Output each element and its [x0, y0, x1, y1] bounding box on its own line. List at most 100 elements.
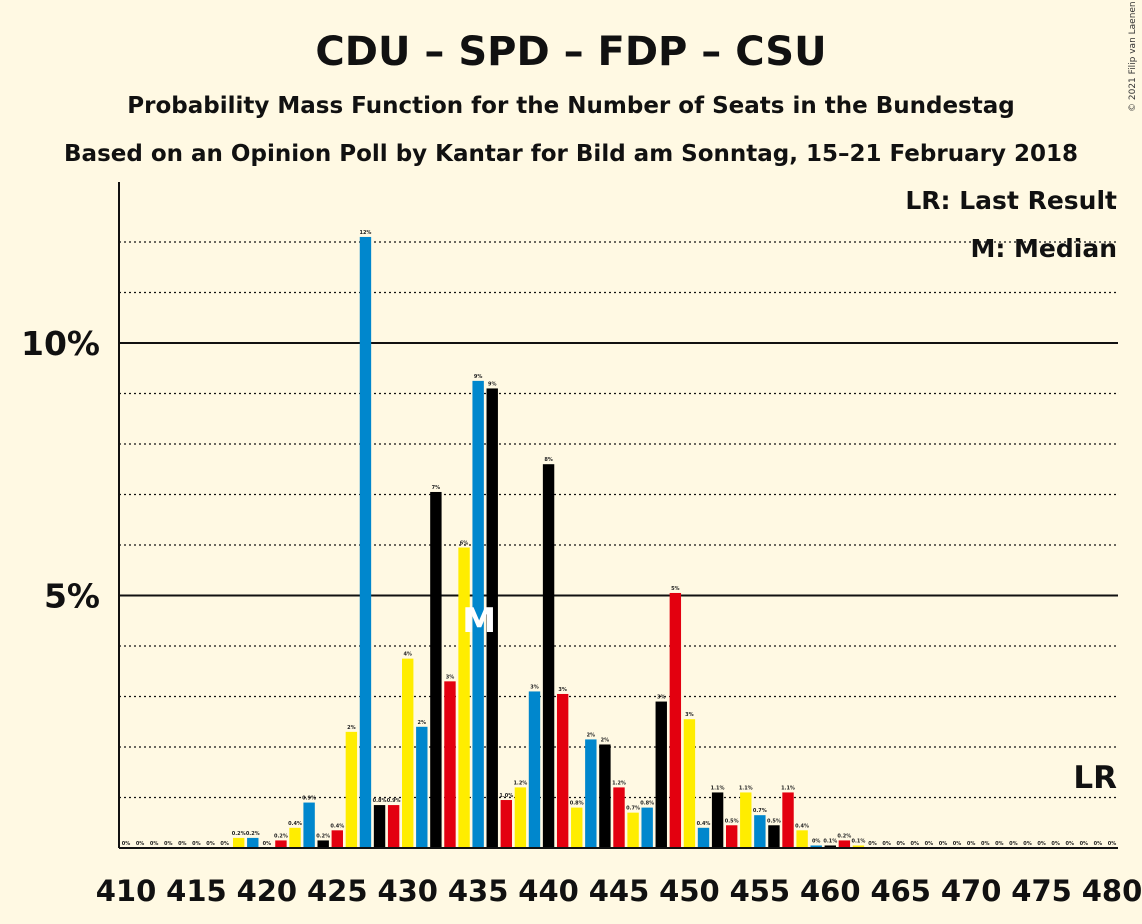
- bar-label-468: 0%: [939, 841, 948, 847]
- bar-label-458: 0.4%: [795, 823, 809, 829]
- bar-label-420: 0%: [263, 841, 272, 847]
- bar-label-421: 0.2%: [274, 833, 288, 839]
- bar-label-438: 1.2%: [513, 780, 527, 786]
- x-tick-410: 410: [96, 874, 157, 908]
- chart-subtitle: Probability Mass Function for the Number…: [127, 93, 1014, 119]
- bar-label-462: 0.1%: [852, 838, 866, 844]
- x-tick-430: 430: [377, 874, 438, 908]
- bar-label-431: 2%: [418, 720, 427, 726]
- bar-label-477: 0%: [1065, 841, 1074, 847]
- y-tick-labels: 5% 10%: [21, 324, 100, 616]
- bar-label-434: 6%: [460, 541, 469, 547]
- bar-457: [782, 792, 794, 848]
- bar-label-469: 0%: [953, 841, 962, 847]
- bar-label-425: 0.4%: [330, 823, 344, 829]
- bar-label-422: 0.4%: [288, 821, 302, 827]
- bar-label-461: 0.2%: [837, 833, 851, 839]
- bar-label-449: 5%: [671, 586, 680, 592]
- bar-label-419: 0.2%: [246, 831, 260, 837]
- bar-label-457: 1.1%: [781, 785, 795, 791]
- bar-label-432: 7%: [432, 485, 441, 491]
- bar-label-423: 0.9%: [302, 796, 316, 802]
- bar-436: [486, 388, 498, 848]
- bar-label-428: 0.8%: [373, 798, 387, 804]
- bar-418: [232, 837, 245, 848]
- bar-433: [444, 681, 456, 848]
- bar-label-479: 0%: [1094, 841, 1103, 847]
- bar-label-430: 4%: [403, 652, 412, 658]
- bar-label-454: 1.1%: [739, 785, 753, 791]
- bar-label-442: 0.8%: [570, 801, 584, 807]
- bar-451: [697, 827, 710, 848]
- bar-label-441: 3%: [558, 687, 567, 693]
- x-tick-455: 455: [730, 874, 791, 908]
- bar-434: [458, 547, 470, 848]
- bar-424: [317, 840, 329, 848]
- bar-label-464: 0%: [882, 841, 891, 847]
- bar-label-443: 2%: [587, 732, 596, 738]
- x-tick-465: 465: [870, 874, 931, 908]
- bar-label-478: 0%: [1080, 841, 1089, 847]
- bar-445: [613, 787, 625, 848]
- bar-426: [345, 731, 358, 848]
- bar-438: [514, 787, 527, 848]
- x-tick-480: 480: [1082, 874, 1142, 908]
- bar-450: [683, 719, 696, 848]
- bar-label-480: 0%: [1108, 841, 1117, 847]
- bar-label-440: 8%: [544, 457, 553, 463]
- bar-label-445: 1.2%: [612, 780, 626, 786]
- x-tick-labels: 410 415 420 425 430 435 440 445 450 455 460 465 470 4…: [96, 874, 1142, 908]
- median-marker: M: [462, 601, 496, 641]
- bar-label-415: 0%: [192, 841, 201, 847]
- copyright-notice: © 2021 Filip van Laenen: [1128, 1, 1138, 112]
- bar-454: [740, 792, 752, 848]
- bar-462: [852, 845, 865, 848]
- y-tick-5: 5%: [44, 577, 100, 616]
- legend-last-result: LR: Last Result: [905, 186, 1117, 215]
- bar-label-466: 0%: [911, 841, 920, 847]
- bar-label-453: 0.5%: [725, 818, 739, 824]
- bar-428: [373, 805, 386, 848]
- bar-437: [500, 800, 513, 848]
- last-result-marker: LR: [1073, 760, 1117, 796]
- y-tick-10: 10%: [21, 324, 100, 363]
- bar-432: [430, 491, 442, 848]
- bar-label-439: 3%: [530, 684, 539, 690]
- chart-title: CDU – SPD – FDP – CSU: [315, 29, 826, 75]
- bar-label-412: 0%: [150, 841, 159, 847]
- bar-label-424: 0.2%: [316, 833, 330, 839]
- x-tick-470: 470: [941, 874, 1002, 908]
- bar-448: [655, 701, 667, 848]
- bar-label-455: 0.7%: [753, 808, 767, 814]
- bar-label-436: 9%: [488, 381, 497, 387]
- bar-439: [528, 691, 541, 848]
- bar-label-410: 0%: [122, 841, 131, 847]
- bar-430: [402, 658, 414, 848]
- x-tick-435: 435: [448, 874, 509, 908]
- x-tick-450: 450: [659, 874, 720, 908]
- bar-427: [359, 236, 372, 848]
- bar-453: [725, 825, 738, 848]
- bar-label-444: 2%: [601, 737, 610, 743]
- bar-label-474: 0%: [1023, 841, 1032, 847]
- x-tick-445: 445: [589, 874, 650, 908]
- bar-label-451: 0.4%: [697, 821, 711, 827]
- markers: M LR: [462, 601, 1117, 796]
- bar-label-413: 0%: [164, 841, 173, 847]
- x-tick-425: 425: [307, 874, 368, 908]
- grid-lines: [119, 241, 1118, 799]
- bar-label-416: 0%: [206, 841, 215, 847]
- bar-label-437: 1.0%: [499, 793, 513, 799]
- bar-455: [754, 815, 766, 848]
- bar-label-446: 0.7%: [626, 806, 640, 812]
- bar-label-411: 0%: [136, 841, 145, 847]
- bar-label-429: 0.9%: [387, 798, 401, 804]
- bar-label-414: 0%: [178, 841, 187, 847]
- bar-442: [571, 807, 583, 848]
- bar-label-476: 0%: [1051, 841, 1060, 847]
- bar-label-435: 9%: [474, 374, 483, 380]
- bar-422: [289, 827, 301, 848]
- bar-449: [669, 592, 682, 848]
- bar-label-450: 3%: [685, 712, 694, 718]
- bar-label-470: 0%: [967, 841, 976, 847]
